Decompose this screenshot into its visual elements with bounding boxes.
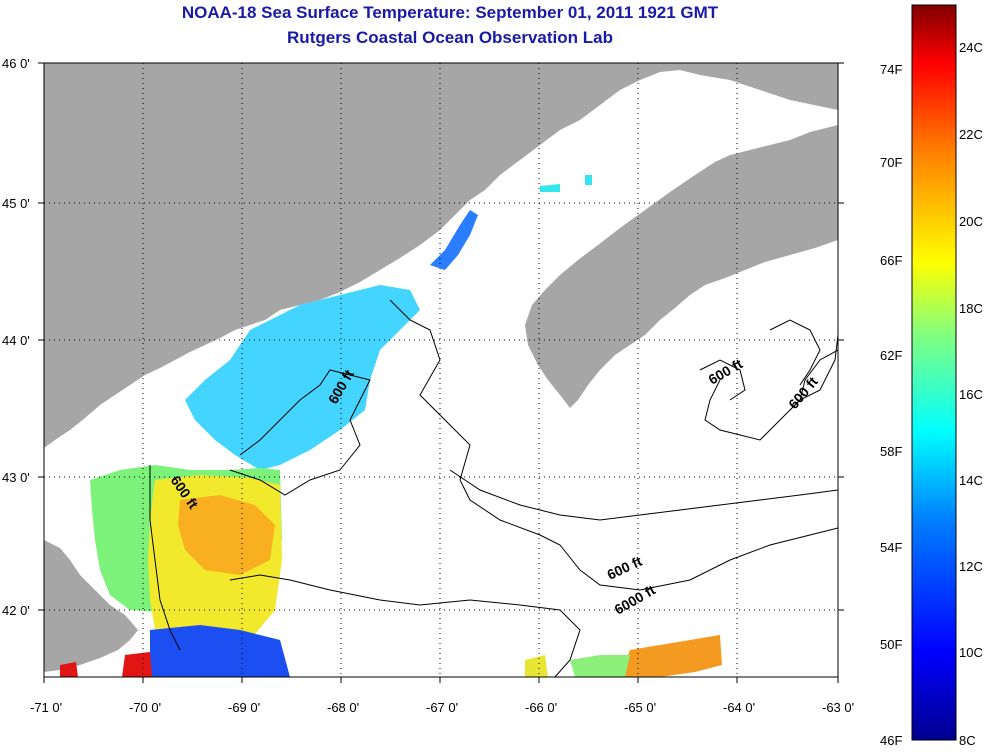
lat-label: 42 0' bbox=[2, 603, 30, 618]
colorbar-c-label: 14C bbox=[959, 473, 983, 488]
colorbar-c-label: 22C bbox=[959, 127, 983, 142]
colorbar-f-label: 58F bbox=[880, 444, 902, 459]
colorbar-c-label: 24C bbox=[959, 40, 983, 55]
sst-blue-south bbox=[150, 625, 290, 677]
sst-blue-strip bbox=[430, 210, 478, 270]
map-subtitle: Rutgers Coastal Ocean Observation Lab bbox=[287, 28, 613, 47]
sst-red-spot-2 bbox=[60, 662, 78, 677]
map-frame bbox=[43, 62, 839, 678]
lon-label: -63 0' bbox=[822, 700, 854, 715]
colorbar-f-label: 66F bbox=[880, 253, 902, 268]
sst-red-spot bbox=[122, 652, 152, 677]
colorbar-c-label: 8C bbox=[959, 733, 976, 748]
sst-cyan-bay2 bbox=[585, 175, 592, 185]
colorbar-f-label: 70F bbox=[880, 155, 902, 170]
sst-southeast-green bbox=[570, 655, 630, 677]
bathymetry-contours bbox=[149, 299, 838, 677]
map-title: NOAA-18 Sea Surface Temperature: Septemb… bbox=[181, 3, 719, 22]
colorbar-f-label: 62F bbox=[880, 348, 902, 363]
sst-cyan-band bbox=[185, 285, 420, 470]
map-area: 600 ft 600 ft 600 ft 600 ft 600 ft 6000 … bbox=[44, 63, 838, 677]
axis-ticks bbox=[38, 62, 844, 683]
lon-label: -67 0' bbox=[426, 700, 458, 715]
lat-label: 44 0' bbox=[2, 333, 30, 348]
lat-label: 45 0' bbox=[2, 196, 30, 211]
sst-southeast-yellow bbox=[525, 655, 548, 677]
colorbar-c-label: 18C bbox=[959, 301, 983, 316]
sst-cyan-bay bbox=[540, 184, 560, 192]
colorbar-f-label: 54F bbox=[880, 540, 902, 555]
sst-orange-spots bbox=[178, 495, 275, 575]
lon-label: -71 0' bbox=[30, 700, 62, 715]
colorbar-c-label: 12C bbox=[959, 559, 983, 574]
lon-label: -70 0' bbox=[129, 700, 161, 715]
lon-label: -65 0' bbox=[624, 700, 656, 715]
land-maine-newbrunswick bbox=[44, 63, 838, 448]
colorbar-f-label: 46F bbox=[880, 733, 902, 748]
colorbar-f-label: 74F bbox=[880, 62, 902, 77]
colorbar-c-label: 16C bbox=[959, 387, 983, 402]
lon-label: -66 0' bbox=[525, 700, 557, 715]
lon-label: -68 0' bbox=[327, 700, 359, 715]
lon-label: -64 0' bbox=[723, 700, 755, 715]
colorbar-c-label: 20C bbox=[959, 214, 983, 229]
land-nova-scotia bbox=[525, 125, 838, 408]
colorbar-c-label: 10C bbox=[959, 645, 983, 660]
colorbar bbox=[911, 4, 957, 741]
sst-southeast-patch bbox=[620, 635, 722, 677]
land-massachusetts bbox=[44, 540, 138, 672]
lat-label: 43 0' bbox=[2, 470, 30, 485]
colorbar-f-label: 50F bbox=[880, 637, 902, 652]
lon-label: -69 0' bbox=[228, 700, 260, 715]
lat-label: 46 0' bbox=[2, 56, 30, 71]
